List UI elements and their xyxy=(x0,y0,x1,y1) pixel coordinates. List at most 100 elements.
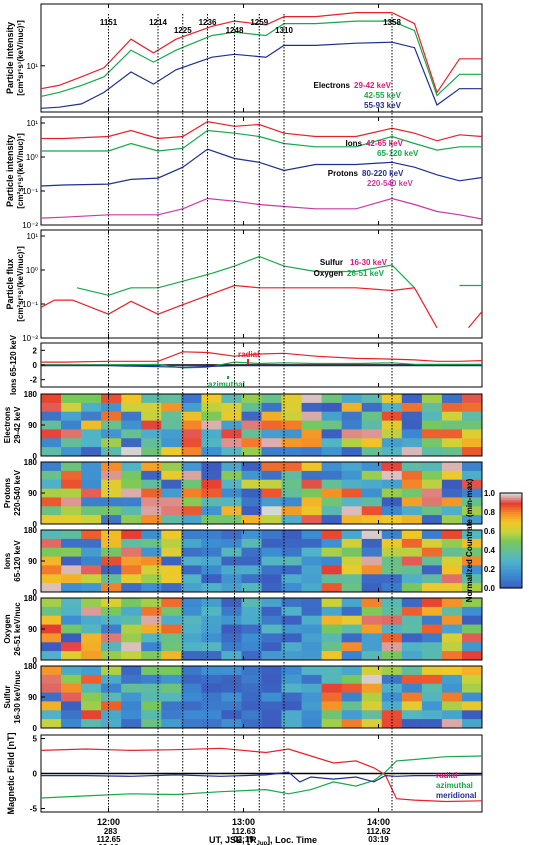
colorbar-cell xyxy=(500,550,522,553)
pad-cell xyxy=(421,701,443,711)
pad-cell xyxy=(121,497,142,507)
pad-cell xyxy=(241,666,262,676)
pad-cell xyxy=(201,402,222,413)
ion-series-0-line-0 xyxy=(41,120,483,142)
pad-cell xyxy=(361,429,383,439)
pad-cell xyxy=(341,530,363,540)
pad-cell xyxy=(61,666,82,676)
pad-cell xyxy=(101,583,122,593)
pad-label-species-0: Electrons xyxy=(3,406,12,443)
pad-cell xyxy=(341,710,363,720)
pad-cell xyxy=(462,574,483,584)
pad-cell xyxy=(41,556,62,566)
pad-cell xyxy=(381,470,403,481)
pad-cell xyxy=(201,470,222,481)
pad-cell xyxy=(201,574,222,584)
pad-cell xyxy=(321,565,343,575)
pad-cell xyxy=(321,497,343,507)
pad-cell xyxy=(341,515,363,525)
pad-cell xyxy=(281,411,302,422)
ions-y-tick-label: 10⁻² xyxy=(22,221,38,230)
pad-cell xyxy=(421,674,443,685)
pad-cell xyxy=(421,479,443,490)
pad-cell xyxy=(361,598,383,608)
pad-cell xyxy=(441,574,463,584)
pad-y-tick-label: 90 xyxy=(28,625,37,634)
pad-cell xyxy=(441,547,463,558)
pad-cell xyxy=(181,701,202,711)
pad-cell xyxy=(221,583,242,593)
pad-cell xyxy=(121,615,142,626)
pad-cell xyxy=(101,411,122,422)
pad-cell xyxy=(161,692,182,702)
pad-cell xyxy=(261,633,282,643)
pad-cell xyxy=(361,538,383,549)
legend-ions-65-120: 65-120 keV xyxy=(377,149,419,158)
heavy-y-tick-label: 10¹ xyxy=(26,232,38,241)
pad-cell xyxy=(321,411,343,422)
pad-cell xyxy=(181,683,202,694)
pad-cell xyxy=(121,488,142,498)
pad-cell xyxy=(462,538,483,549)
pad-cell xyxy=(261,719,282,729)
pad-cell xyxy=(462,429,483,439)
pad-cell xyxy=(281,606,302,617)
pad-cell xyxy=(462,624,483,634)
legend-protons-title: Protons xyxy=(328,169,359,178)
pad-cell xyxy=(181,420,202,430)
pad-cell xyxy=(141,565,162,575)
heavy-panel-frame xyxy=(40,229,483,339)
pad-cell xyxy=(401,583,423,593)
pad-cell xyxy=(41,394,62,404)
pad-cell xyxy=(141,438,162,448)
pad-cell xyxy=(61,462,82,472)
pad-cell xyxy=(221,462,242,472)
pad-cell xyxy=(381,515,403,525)
colorbar-cell xyxy=(500,523,522,527)
pad-cell xyxy=(281,642,302,652)
pad-cell xyxy=(241,674,262,685)
x-tick-extra-0-2: 03:19 xyxy=(98,843,119,845)
pad-cell xyxy=(301,429,323,439)
pad-cell xyxy=(41,642,62,652)
pad-cell xyxy=(381,692,403,702)
pad-cell xyxy=(301,574,323,584)
pad-cell xyxy=(301,642,323,652)
pad-cell xyxy=(41,506,62,516)
pad-cell xyxy=(281,462,302,472)
pad-cell xyxy=(61,674,82,685)
pad-cell xyxy=(281,538,302,549)
pad-cell xyxy=(261,411,282,422)
pad-cell xyxy=(321,615,343,626)
pad-cell xyxy=(161,710,182,720)
pad-cell xyxy=(181,438,202,448)
colorbar-cell xyxy=(500,514,522,518)
pad-cell xyxy=(121,402,142,413)
pad-cell xyxy=(301,538,323,549)
pad-cell xyxy=(221,530,242,540)
pad-cell xyxy=(321,574,343,584)
pad-cell xyxy=(121,515,142,525)
pad-cell xyxy=(381,497,403,507)
pad-cell xyxy=(181,606,202,617)
pad-cell xyxy=(441,598,463,608)
colorbar-cell xyxy=(500,509,522,513)
pad-cell xyxy=(201,615,222,626)
heavy-y-tick-label: 10⁻² xyxy=(22,334,38,343)
pad-cell xyxy=(361,462,383,472)
pad-cell xyxy=(121,692,142,702)
colorbar xyxy=(500,493,522,589)
mag-y-tick-label: -5 xyxy=(30,805,38,814)
pad-cell xyxy=(161,394,182,404)
event-label-1151: 1151 xyxy=(100,18,118,27)
pad-cell xyxy=(41,719,62,729)
pad-cell xyxy=(61,447,82,457)
pad-cell xyxy=(321,402,343,413)
pad-cell xyxy=(61,411,82,422)
pad-cell xyxy=(241,615,262,626)
pad-cell xyxy=(181,515,202,525)
pad-cell xyxy=(462,633,483,643)
pad-cell xyxy=(81,701,102,711)
pad-cell xyxy=(81,420,102,430)
pad-cell xyxy=(61,719,82,729)
